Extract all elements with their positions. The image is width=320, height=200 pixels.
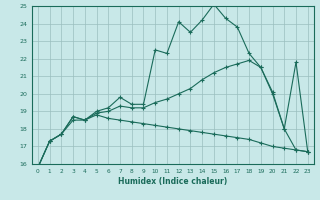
X-axis label: Humidex (Indice chaleur): Humidex (Indice chaleur) (118, 177, 228, 186)
